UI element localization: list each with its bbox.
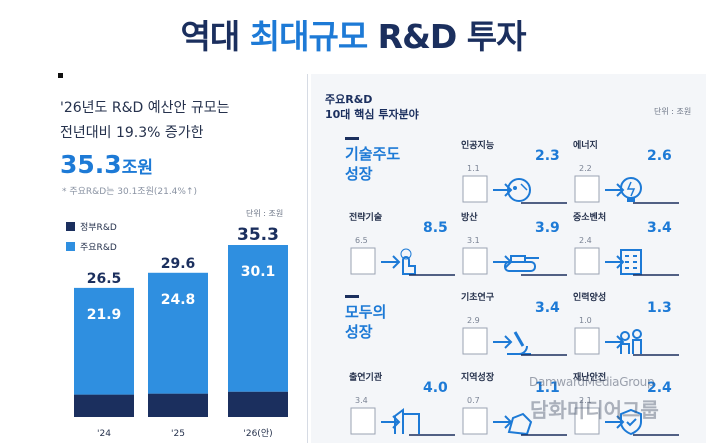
bar-segment-major: [148, 272, 208, 394]
area-value-after: 1.1: [535, 380, 560, 396]
area-value-before: 6.5: [355, 236, 368, 245]
area-name: 지역성장: [461, 373, 495, 383]
area-name: 중소벤처: [573, 213, 607, 223]
area-value-after: 3.4: [647, 220, 672, 236]
area-value-after: 3.9: [535, 220, 560, 236]
investment-area-4: 방산 3.1 3.9: [461, 210, 571, 280]
category-label: 성장: [345, 165, 373, 183]
area-name: 출연기관: [349, 373, 383, 383]
map-region-icon: [462, 407, 567, 436]
budget-intro: '26년도 R&D 예산안 규모는 전년대비 19.3% 증가한: [60, 96, 229, 146]
area-value-after: 3.4: [535, 300, 560, 316]
investment-area-3: 전략기술 6.5 8.5: [349, 210, 459, 280]
area-value-before: 1.1: [467, 164, 480, 173]
area-name: 인력양성: [573, 293, 607, 303]
investment-area-10: 재난안전 2.1 2.4: [573, 370, 683, 440]
area-value-before: 2.4: [579, 236, 592, 245]
lightbulb-icon: [574, 175, 679, 204]
intro-line-1: '26년도 R&D 예산안 규모는: [60, 100, 230, 116]
investment-area-1: 인공지능 1.1 2.3: [461, 138, 571, 208]
microscope-icon: [462, 327, 567, 356]
bar-inner-label: 21.9: [87, 307, 122, 323]
page-title: 역대 최대규모 R&D 투자: [180, 17, 527, 56]
corner-marker: [58, 73, 63, 78]
pointing-hand-icon: [350, 247, 455, 276]
bar-inner-label: 24.8: [161, 292, 196, 308]
total-budget-value: 35.3조원: [60, 150, 153, 179]
area-value-after: 8.5: [423, 220, 448, 236]
area-value-before: 2.9: [467, 316, 480, 325]
investment-area-2: 에너지 2.2 2.6: [573, 138, 683, 208]
areas-header-line-1: 주요R&D: [325, 93, 373, 106]
area-name: 재난안전: [573, 373, 607, 383]
area-value-before: 2.1: [579, 396, 592, 405]
bar-segment-government: [74, 394, 134, 417]
areas-unit: 단위 : 조원: [654, 107, 692, 116]
area-name: 전략기술: [349, 213, 383, 223]
budget-note: * 주요R&D는 30.1조원(21.4%↑): [62, 187, 198, 197]
category-label: 모두의: [345, 303, 387, 321]
area-value-before: 3.4: [355, 396, 368, 405]
watermark-korean: 담화미디어그룹: [530, 398, 659, 422]
x-tick-label: '25: [171, 429, 185, 439]
area-name: 에너지: [573, 141, 598, 151]
rd-budget-bar-chart: 21.9 26.5 '24 24.8 29.6 '25 30.1 35.3 '26(안): [74, 225, 288, 439]
bar-inner-label: 30.1: [241, 264, 276, 280]
category-bar: [345, 137, 359, 140]
legend-swatch-major: [66, 242, 75, 251]
category-bar: [345, 295, 359, 298]
investment-area-9: 지역성장 0.7 1.1: [461, 370, 571, 440]
shield-icon: [574, 407, 679, 436]
legend-label-government: 정부R&D: [80, 223, 117, 233]
x-tick-label: '24: [97, 429, 111, 439]
areas-header-line-2: 10대 핵심 투자분야: [325, 108, 419, 121]
investment-areas-panel: 주요R&D 10대 핵심 투자분야 단위 : 조원 기술주도 성장 모두의 성장 인…: [311, 74, 706, 443]
budget-panel: '26년도 R&D 예산안 규모는 전년대비 19.3% 증가한 35.3조원 …: [58, 74, 308, 443]
area-name: 방산: [461, 213, 478, 223]
building-icon: [574, 247, 679, 276]
area-value-after: 2.6: [647, 148, 672, 164]
investment-area-7: 인력양성 1.0 1.3: [573, 290, 683, 360]
legend-label-major: 주요R&D: [80, 243, 117, 253]
area-name: 인공지능: [461, 141, 495, 151]
area-value-after: 1.3: [647, 300, 672, 316]
area-value-after: 2.3: [535, 148, 560, 164]
intro-line-2: 전년대비 19.3% 증가한: [60, 125, 204, 141]
tank-icon: [462, 247, 567, 276]
area-value-before: 0.7: [467, 396, 480, 405]
bar-segment-government: [148, 393, 208, 417]
office-building-icon: [350, 407, 455, 436]
area-value-before: 1.0: [579, 316, 592, 325]
investment-area-5: 중소벤처 2.4 3.4: [573, 210, 683, 280]
bar-segment-major: [228, 245, 288, 392]
bar-total-label: 29.6: [161, 256, 196, 272]
x-tick-label: '26(안): [243, 428, 272, 439]
legend-swatch-government: [66, 222, 75, 231]
bar-total-label: 35.3: [237, 225, 279, 245]
bar-total-label: 26.5: [87, 271, 122, 287]
investment-area-6: 기초연구 2.9 3.4: [461, 290, 571, 360]
area-value-before: 3.1: [467, 236, 480, 245]
watermark-text: DamwardMediaGroup: [529, 375, 655, 389]
legend-item-government: 정부R&D: [66, 220, 117, 233]
people-icon: [574, 327, 679, 356]
area-value-before: 2.2: [579, 164, 592, 173]
chart-unit: 단위 : 조원: [246, 209, 284, 218]
areas-header: 주요R&D 10대 핵심 투자분야: [325, 92, 419, 122]
bar-segment-major: [74, 287, 134, 395]
investment-area-8: 출연기관 3.4 4.0: [349, 370, 459, 440]
category-label: 기술주도: [345, 145, 401, 163]
area-value-after: 4.0: [423, 380, 448, 396]
robot-head-icon: [462, 175, 567, 204]
area-value-after: 2.4: [647, 380, 672, 396]
legend-item-major: 주요R&D: [66, 240, 117, 253]
area-name: 기초연구: [461, 293, 495, 303]
bar-segment-government: [228, 391, 288, 417]
category-label: 성장: [345, 323, 373, 341]
